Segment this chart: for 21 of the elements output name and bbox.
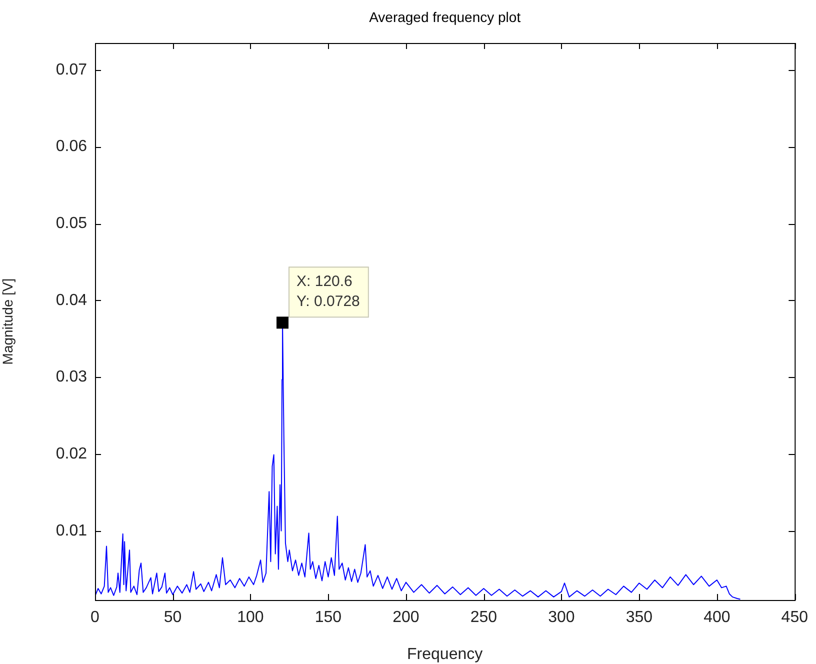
y-tick-label: 0.03	[56, 368, 88, 386]
x-tick-label: 50	[164, 609, 182, 626]
x-tick-label: 350	[626, 609, 653, 626]
y-tick-label: 0.02	[56, 445, 88, 462]
y-axis-title: Magnitude [V]	[0, 278, 16, 365]
y-tick-label: 0.05	[56, 214, 88, 232]
x-axis-title: Frequency	[407, 646, 483, 663]
x-tick-label: 300	[548, 609, 575, 626]
y-tick-label: 0.07	[56, 61, 88, 78]
y-tick-label: 0.06	[56, 138, 88, 156]
x-tick-label: 400	[704, 609, 730, 626]
y-tick-label: 0.04	[56, 292, 88, 309]
x-tick-label: 200	[392, 609, 420, 626]
x-tick-label: 150	[314, 609, 342, 626]
chart-title: Averaged frequency plot	[369, 8, 521, 25]
x-tick-label: 250	[470, 609, 498, 626]
x-tick-label: 0	[90, 609, 100, 626]
annotation: X: 120.6 Y: 0.0728	[296, 272, 360, 310]
x-tick-label: 100	[237, 609, 264, 626]
y-tick-label: 0.01	[56, 522, 88, 540]
x-tick-label: 450	[781, 609, 808, 626]
